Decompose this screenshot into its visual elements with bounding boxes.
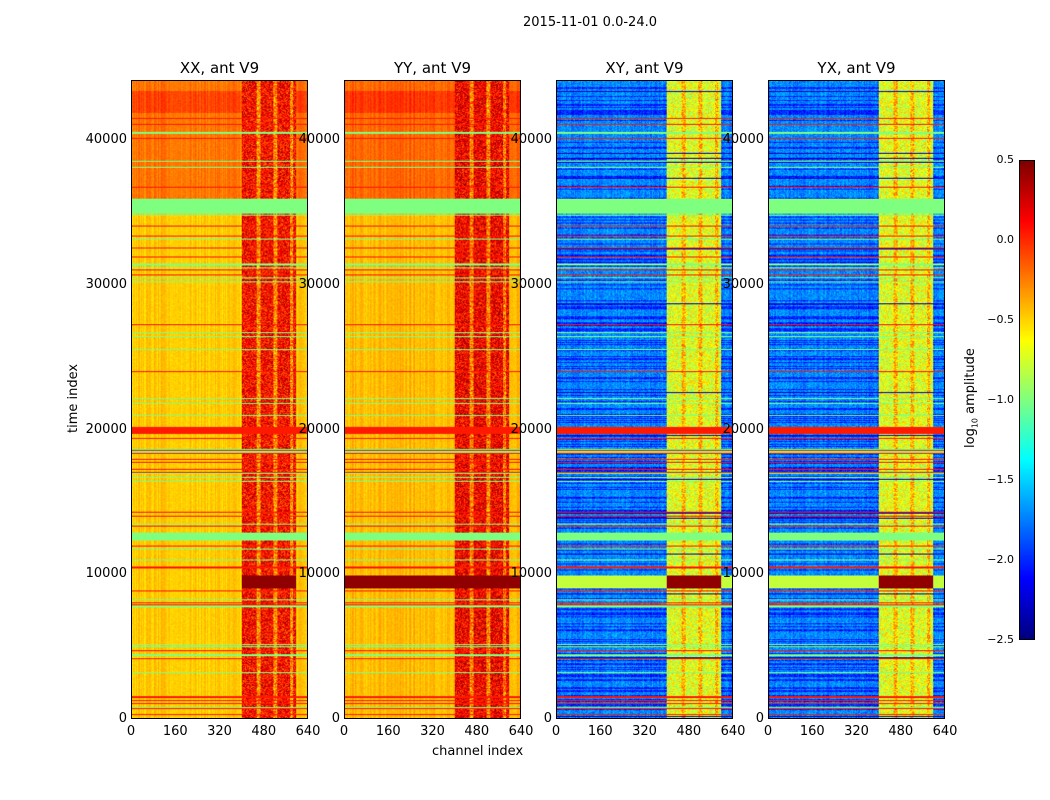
y-tick-label: 30000: [85, 276, 127, 292]
heatmap-image: [557, 81, 732, 718]
colorbar: [1019, 160, 1035, 640]
x-tick-label: 640: [295, 724, 321, 739]
y-tick-label: 10000: [722, 566, 764, 582]
colorbar-tick-label: −0.5: [987, 313, 1014, 326]
y-tick-label: 10000: [85, 566, 127, 582]
x-tick-label: 0: [339, 724, 349, 739]
x-tick-label: 160: [587, 724, 613, 739]
colorbar-tick-label: −1.5: [987, 473, 1014, 486]
x-tick-label: 640: [508, 724, 534, 739]
heatmap-panel: [131, 80, 308, 719]
colorbar-tick-label: 0.5: [996, 153, 1015, 166]
y-tick-label: 20000: [85, 421, 127, 437]
heatmap-image: [132, 81, 307, 718]
y-tick-label: 10000: [298, 566, 340, 582]
x-tick-label: 480: [251, 724, 277, 739]
x-tick-label: 0: [551, 724, 561, 739]
heatmap-image: [769, 81, 944, 718]
heatmap-panel: [768, 80, 945, 719]
x-tick-label: 640: [932, 724, 958, 739]
colorbar-tick-label: −1.0: [987, 393, 1014, 406]
y-tick-label: 0: [118, 711, 127, 726]
y-tick-label: 30000: [510, 276, 552, 292]
x-tick-label: 480: [888, 724, 914, 739]
heatmap-image: [345, 81, 520, 718]
x-tick-label: 0: [763, 724, 773, 739]
y-tick-label: 20000: [510, 421, 552, 437]
x-tick-label: 320: [632, 724, 657, 739]
x-tick-label: 160: [799, 724, 825, 739]
y-axis-label: time index: [66, 363, 81, 433]
x-tick-label: 160: [162, 724, 188, 739]
x-tick-label: 320: [844, 724, 869, 739]
x-tick-label: 160: [375, 724, 401, 739]
colorbar-gradient: [1020, 161, 1034, 639]
heatmap-panel: [556, 80, 733, 719]
panel-title: XY, ant V9: [605, 59, 684, 77]
x-tick-label: 320: [207, 724, 232, 739]
y-tick-label: 30000: [722, 276, 764, 292]
y-tick-label: 40000: [298, 132, 340, 148]
figure-title: 2015-11-01 0.0-24.0: [523, 15, 657, 30]
y-tick-label: 40000: [85, 132, 127, 148]
y-tick-label: 40000: [722, 132, 764, 148]
heatmap-panel: [344, 80, 521, 719]
x-tick-label: 640: [720, 724, 746, 739]
x-tick-label: 480: [676, 724, 702, 739]
y-tick-label: 30000: [298, 276, 340, 292]
y-tick-label: 10000: [510, 566, 552, 582]
y-tick-label: 0: [755, 711, 764, 726]
panel-title: YX, ant V9: [817, 59, 896, 77]
y-tick-label: 0: [331, 711, 340, 726]
x-tick-label: 0: [126, 724, 136, 739]
x-tick-label: 320: [420, 724, 445, 739]
y-tick-label: 40000: [510, 132, 552, 148]
colorbar-label: log10 amplitude: [963, 348, 980, 448]
panel-title: XX, ant V9: [179, 59, 260, 77]
panel-title: YY, ant V9: [393, 59, 471, 77]
colorbar-tick-label: −2.5: [987, 633, 1014, 646]
y-tick-label: 20000: [298, 421, 340, 437]
x-tick-label: 480: [464, 724, 490, 739]
y-tick-label: 0: [543, 711, 552, 726]
y-tick-label: 20000: [722, 421, 764, 437]
colorbar-tick-label: −2.0: [987, 553, 1014, 566]
x-axis-label: channel index: [432, 744, 524, 759]
colorbar-tick-label: 0.0: [996, 233, 1015, 246]
